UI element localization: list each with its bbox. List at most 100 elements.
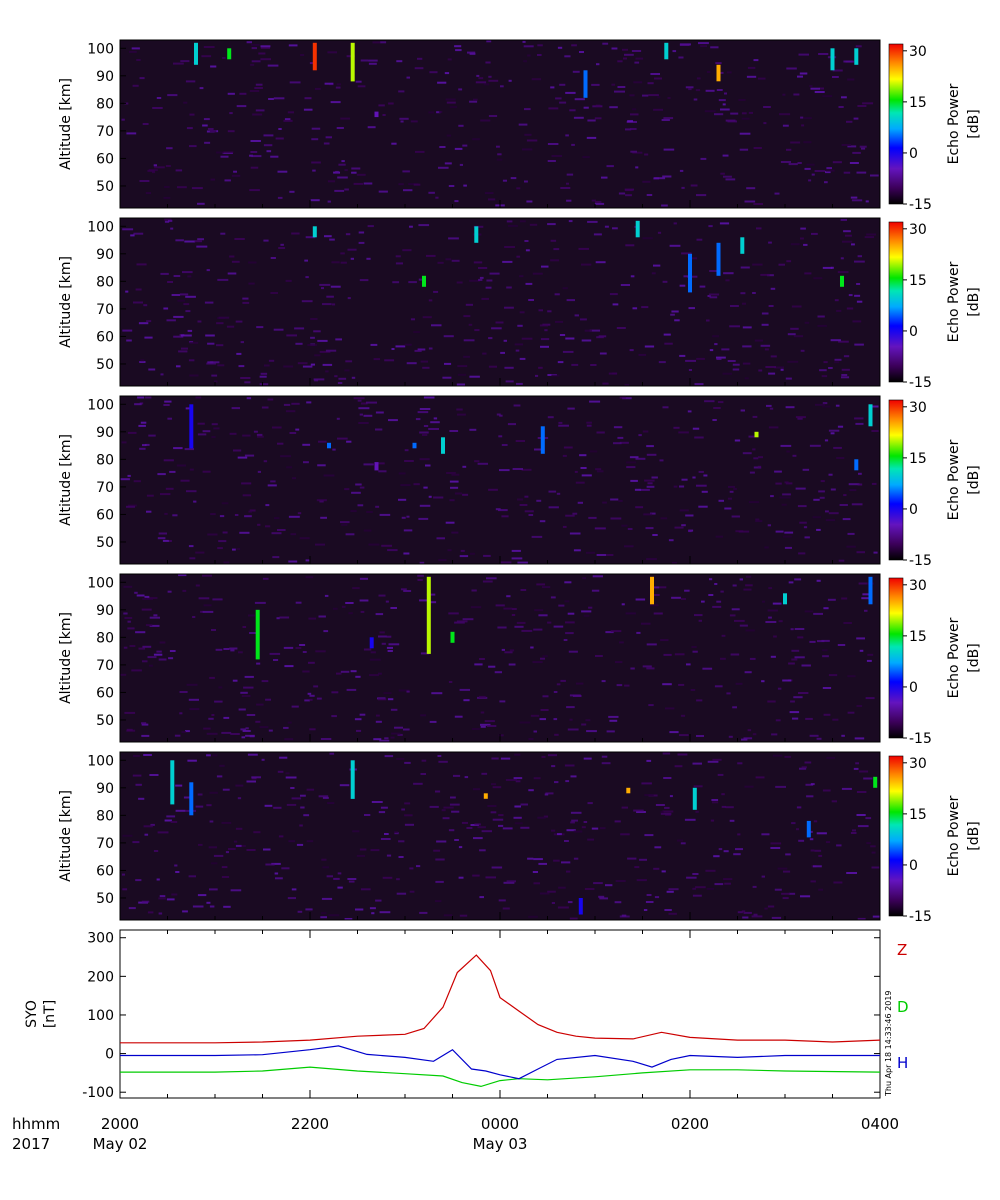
- noise-speck: [519, 275, 524, 278]
- noise-speck: [409, 867, 414, 870]
- noise-speck: [634, 488, 641, 491]
- noise-speck: [688, 88, 692, 91]
- noise-speck: [429, 720, 437, 723]
- noise-speck: [413, 782, 423, 785]
- noise-speck: [270, 480, 276, 483]
- noise-speck: [857, 917, 866, 920]
- noise-speck: [739, 578, 743, 581]
- noise-speck: [632, 151, 643, 154]
- noise-speck: [206, 732, 218, 735]
- noise-speck: [340, 261, 347, 264]
- noise-speck: [548, 490, 557, 493]
- noise-speck: [514, 822, 523, 825]
- noise-speck: [574, 98, 585, 101]
- noise-speck: [235, 827, 243, 830]
- noise-speck: [581, 610, 592, 613]
- noise-speck: [562, 350, 574, 353]
- noise-speck: [395, 262, 403, 265]
- noise-speck: [130, 234, 135, 237]
- noise-speck: [132, 841, 140, 844]
- noise-speck: [346, 688, 357, 691]
- noise-speck: [566, 706, 575, 709]
- noise-speck: [419, 561, 425, 564]
- y-axis-title: Altitude [km]: [58, 256, 74, 348]
- noise-speck: [223, 561, 230, 564]
- noise-speck: [332, 448, 336, 451]
- noise-speck: [149, 616, 160, 619]
- noise-speck: [498, 899, 506, 902]
- time-tick-label: 2000: [101, 1115, 139, 1133]
- noise-speck: [505, 380, 514, 383]
- noise-speck: [213, 854, 224, 857]
- noise-speck: [180, 60, 190, 63]
- noise-speck: [140, 359, 145, 362]
- noise-speck: [236, 352, 242, 355]
- noise-speck: [826, 167, 832, 170]
- noise-speck: [355, 675, 361, 678]
- noise-speck: [722, 103, 726, 106]
- noise-speck: [401, 808, 405, 811]
- noise-speck: [227, 130, 235, 133]
- noise-speck: [679, 485, 685, 488]
- noise-speck: [467, 51, 476, 54]
- noise-speck: [692, 427, 700, 430]
- noise-speck: [737, 762, 743, 765]
- noise-speck: [202, 574, 212, 577]
- noise-speck: [717, 773, 724, 776]
- noise-speck: [663, 653, 672, 656]
- noise-speck: [234, 238, 245, 240]
- noise-speck: [141, 734, 150, 737]
- noise-speck: [146, 320, 152, 323]
- noise-speck: [645, 901, 654, 903]
- noise-speck: [580, 467, 587, 469]
- noise-speck: [733, 488, 737, 490]
- noise-speck: [439, 146, 446, 148]
- noise-speck: [469, 100, 478, 103]
- noise-speck: [565, 134, 569, 137]
- noise-speck: [203, 727, 211, 730]
- noise-speck: [265, 698, 271, 701]
- noise-speck: [250, 43, 260, 46]
- noise-speck: [387, 698, 394, 701]
- noise-speck: [329, 238, 335, 241]
- noise-speck: [587, 838, 594, 841]
- noise-speck: [197, 238, 204, 241]
- noise-speck: [706, 887, 715, 890]
- noise-speck: [477, 462, 488, 465]
- noise-speck: [249, 154, 253, 157]
- noise-speck: [449, 803, 460, 806]
- noise-speck: [501, 515, 509, 518]
- y-tick-label: 50: [96, 357, 114, 373]
- noise-speck: [264, 804, 273, 807]
- noise-speck: [345, 602, 354, 604]
- noise-speck: [139, 77, 145, 80]
- noise-speck: [242, 494, 251, 497]
- noise-speck: [202, 610, 214, 613]
- noise-speck: [403, 552, 410, 555]
- noise-speck: [528, 789, 534, 792]
- noise-speck: [244, 381, 251, 384]
- noise-speck: [811, 173, 815, 176]
- noise-speck: [859, 649, 864, 652]
- noise-speck: [262, 577, 269, 580]
- noise-speck: [718, 71, 724, 74]
- noise-speck: [694, 383, 704, 386]
- noise-speck: [818, 490, 825, 493]
- noise-speck: [158, 532, 167, 535]
- noise-speck: [716, 89, 723, 91]
- noise-speck: [581, 474, 592, 477]
- y-tick-label: 50: [96, 179, 114, 195]
- noise-speck: [321, 897, 333, 900]
- noise-speck: [337, 437, 348, 440]
- noise-speck: [429, 71, 438, 74]
- noise-speck: [311, 127, 321, 130]
- noise-speck: [492, 818, 504, 821]
- noise-speck: [187, 759, 197, 762]
- y-axis-unit: [nT]: [42, 1000, 58, 1028]
- noise-speck: [713, 855, 720, 858]
- echo-mark: [369, 637, 374, 649]
- noise-speck: [164, 220, 170, 223]
- noise-speck: [258, 52, 266, 55]
- noise-speck: [436, 537, 445, 540]
- noise-speck: [519, 220, 526, 223]
